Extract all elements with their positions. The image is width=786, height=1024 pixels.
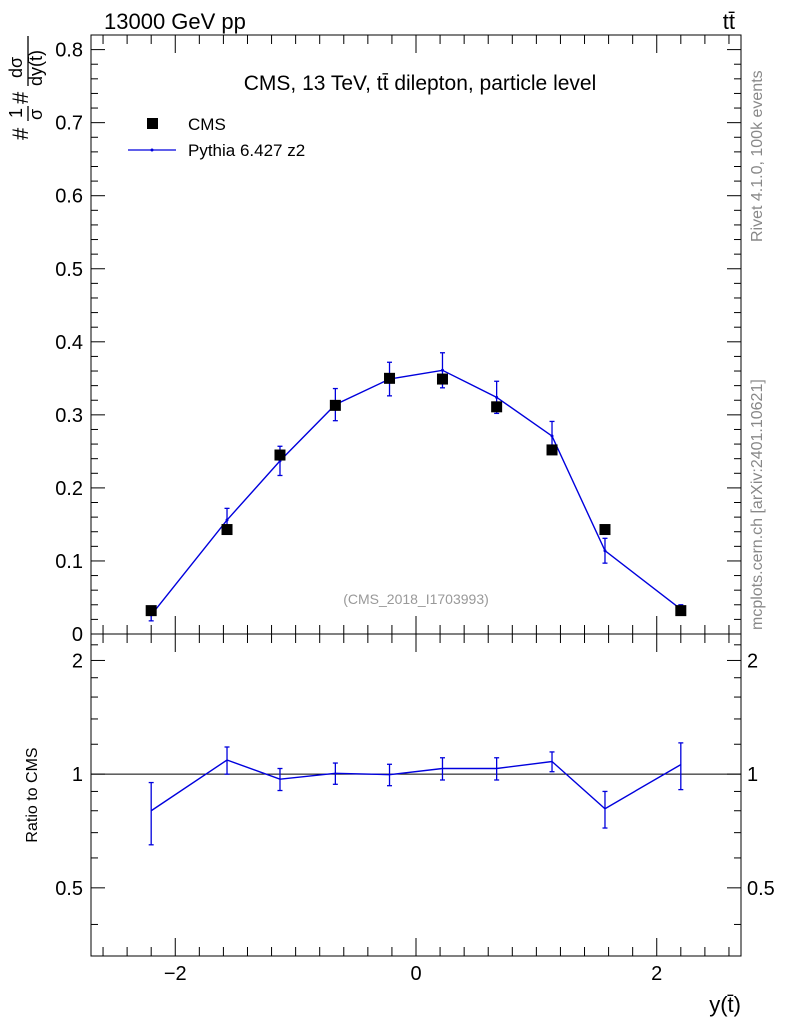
pythia-point [225,518,229,522]
header-left: 13000 GeV pp [104,9,246,34]
main-y-tick-label: 0.2 [55,478,83,500]
ylabel-hash-1: # [8,127,33,140]
ratio-data [91,742,741,846]
pythia-point [550,434,554,438]
rivet-label: Rivet 4.1.0, 100k events [749,70,766,242]
ylabel-den-1: σ [26,109,46,120]
watermark: (CMS_2018_I1703993) [343,591,489,607]
cms-point [546,444,558,456]
main-y-tick-label: 0.6 [55,186,83,208]
ratio-y-tick-label-left: 1 [72,764,83,786]
legend-label-cms: CMS [188,115,226,134]
ratio-panel-frame [90,633,742,957]
ylabel-num-2: dσ [6,57,26,78]
ratio-y-tick-label-left: 0.5 [55,878,83,900]
mcplots-label: mcplots.cern.ch [arXiv:2401.10621] [749,379,766,630]
cms-point [329,399,341,411]
ratio-y-tick-label-right: 0.5 [747,878,775,900]
ratio-y-tick-label-right: 1 [747,764,758,786]
x-axis-label: y(t̄) [709,992,741,1017]
cms-point [274,449,286,461]
legend: CMS Pythia 6.427 z2 [128,115,305,160]
ratio-y-tick-label-right: 2 [747,650,758,672]
main-axis: 0 0.1 0.2 0.3 0.4 0.5 0.6 0.7 0.8 [55,34,741,646]
legend-label-pythia: Pythia 6.427 z2 [188,141,305,160]
main-y-tick-label: 0.1 [55,551,83,573]
pythia-point [440,368,444,372]
main-y-tick-label: 0.4 [55,332,83,354]
x-tick-label: −2 [164,963,187,985]
header-right: tt̄ [723,9,735,34]
legend-marker-pythia-dot [150,148,154,152]
ylabel-num-1: 1 [6,108,26,118]
cms-point [384,372,396,384]
pythia-point [603,549,607,553]
main-y-tick-label: 0.3 [55,405,83,427]
ylabel-den-2: dy(t̄) [26,50,46,86]
x-tick-label: 2 [651,963,662,985]
pythia-line [150,369,682,616]
cms-point [436,373,448,385]
cms-point [221,524,233,536]
main-ylabel: # 1 σ # dσ dy(t̄) [6,36,46,140]
legend-marker-cms [147,118,158,129]
main-y-tick-label: 0 [72,624,83,646]
ratio-axis: −2 0 2 0.5 0.5 1 1 2 2 [55,634,775,985]
ylabel-hash-2: # [8,91,33,104]
main-y-tick-label: 0.7 [55,113,83,135]
main-y-tick-label: 0.5 [55,259,83,281]
cms-point [491,401,503,413]
cms-point [145,605,157,617]
cms-point [675,605,687,617]
main-y-tick-label: 0.8 [55,40,83,62]
ratio-line [150,759,682,812]
x-tick-label: 0 [410,963,421,985]
main-data [145,352,687,622]
ratio-ylabel: Ratio to CMS [24,747,41,842]
cms-point [599,524,611,536]
ratio-y-tick-label-left: 2 [72,650,83,672]
main-title: CMS, 13 TeV, tt̄ dilepton, particle leve… [244,72,597,95]
pythia-point [495,395,499,399]
